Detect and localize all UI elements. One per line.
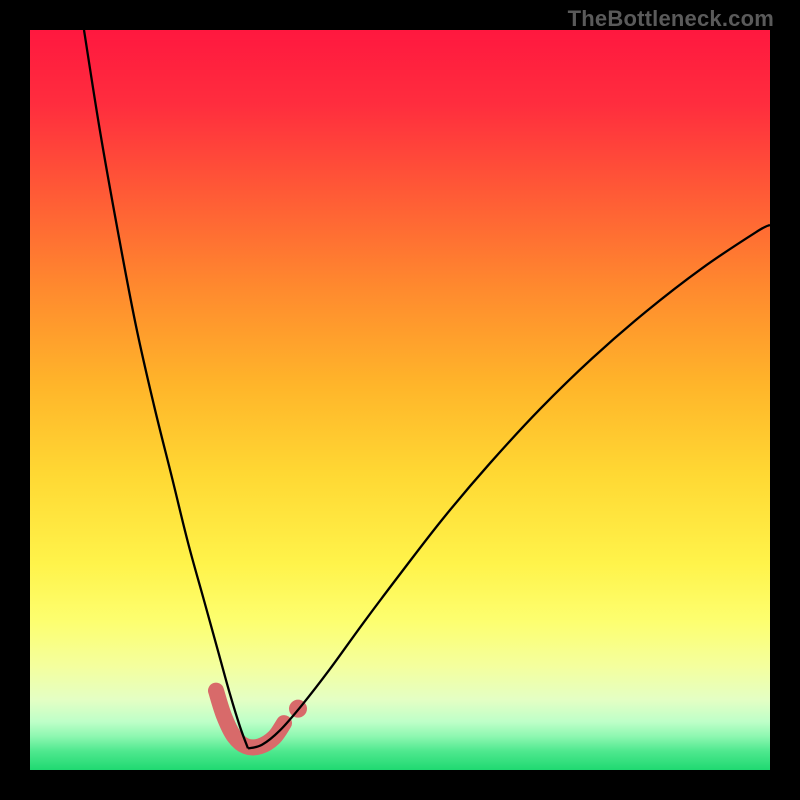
highlight-trough	[216, 691, 284, 748]
watermark-text: TheBottleneck.com	[568, 6, 774, 32]
curve-layer	[30, 30, 770, 770]
bottleneck-curve-right	[248, 225, 770, 748]
bottleneck-curve-left	[84, 30, 248, 748]
plot-area	[30, 30, 770, 770]
chart-frame: TheBottleneck.com	[0, 0, 800, 800]
